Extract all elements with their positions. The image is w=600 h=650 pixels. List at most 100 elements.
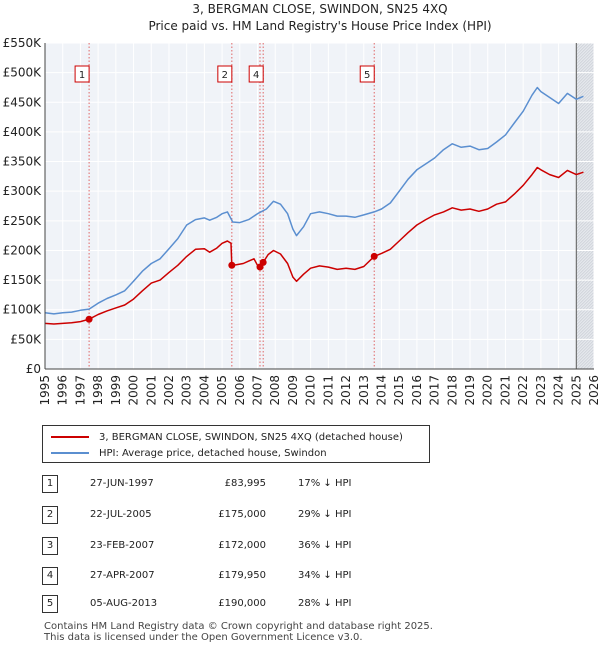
sale-marker-box [74, 65, 90, 83]
future-hatch [576, 223, 595, 242]
legend-swatch-hpi [51, 452, 89, 454]
table-row: 3 23-FEB-2007 £172,000 36% ↓ HPI [42, 537, 582, 555]
future-hatch [576, 352, 595, 369]
future-hatch [576, 328, 595, 347]
y-tick-label: £400K [3, 125, 43, 139]
future-hatch [576, 136, 595, 155]
future-hatch [576, 253, 595, 272]
future-hatch [576, 334, 595, 353]
future-hatch [576, 214, 595, 233]
future-hatch [576, 43, 589, 56]
transaction-date: 05-AUG-2013 [90, 598, 158, 609]
y-tick-label: £50K [10, 332, 42, 346]
x-tick-label: 1995 [38, 375, 52, 406]
future-hatch [576, 292, 595, 311]
future-hatch [576, 76, 595, 95]
future-hatch [576, 337, 595, 356]
x-tick-label: 2007 [251, 375, 265, 406]
future-hatch [576, 250, 595, 269]
future-hatch [576, 151, 595, 170]
chart-title: 3, BERGMAN CLOSE, SWINDON, SN25 4XQ [192, 2, 447, 16]
table-row: 1 27-JUN-1997 £83,995 17% ↓ HPI [42, 475, 582, 493]
future-hatch [576, 346, 595, 365]
sale-point [85, 315, 93, 323]
future-hatch [576, 340, 595, 359]
sale-marker-box [248, 65, 264, 83]
future-hatch [576, 157, 595, 176]
future-hatch [576, 127, 595, 146]
y-tick-label: £150K [3, 273, 43, 287]
future-hatch [576, 298, 595, 317]
legend-label-hpi: HPI: Average price, detached house, Swin… [99, 447, 327, 459]
future-hatch [576, 178, 595, 197]
x-tick-label: 1998 [91, 375, 105, 406]
x-tick-label: 2019 [463, 375, 477, 406]
future-hatch [576, 130, 595, 149]
future-hatch [576, 238, 595, 257]
future-hatch [576, 103, 595, 122]
future-hatch [576, 145, 595, 164]
future-hatch [576, 142, 595, 161]
future-hatch [576, 61, 595, 80]
future-hatch [576, 118, 595, 137]
price-chart: 3, BERGMAN CLOSE, SWINDON, SN25 4XQ Pric… [3, 2, 600, 406]
x-tick-label: 2002 [162, 375, 176, 406]
y-tick-label: £300K [3, 184, 43, 198]
future-hatch [576, 184, 595, 203]
sale-point [370, 252, 378, 260]
plot-area [45, 43, 594, 369]
future-hatch [576, 115, 595, 134]
future-hatch [576, 112, 595, 131]
transaction-price: £179,950 [218, 570, 266, 581]
x-tick-label: 2018 [445, 375, 459, 406]
x-tick-label: 2003 [180, 375, 194, 406]
future-hatch [576, 217, 595, 236]
future-hatch [576, 274, 595, 293]
future-hatch [576, 289, 595, 308]
future-hatch [576, 211, 595, 230]
x-tick-label: 2000 [127, 375, 141, 406]
x-tick-label: 1999 [109, 375, 123, 406]
x-tick-label: 2006 [233, 375, 247, 406]
future-hatch [576, 199, 595, 218]
future-hatch [576, 322, 595, 341]
future-hatch [576, 319, 595, 338]
future-hatch [576, 73, 595, 92]
future-hatch [576, 262, 595, 281]
legend-item-hpi: HPI: Average price, detached house, Swin… [51, 445, 327, 461]
future-hatch [576, 193, 595, 212]
x-tick-label: 2009 [286, 375, 300, 406]
x-tick-label: 2008 [268, 375, 282, 406]
future-hatch [576, 232, 595, 251]
sale-marker-label: 1 [79, 70, 85, 81]
future-hatch [576, 64, 595, 83]
future-hatch [576, 166, 595, 185]
future-hatch [576, 82, 595, 101]
future-hatch [576, 169, 595, 188]
future-hatch [576, 205, 595, 224]
x-tick-label: 2011 [321, 375, 335, 406]
future-hatch [585, 361, 595, 369]
future-hatch [576, 325, 595, 344]
x-tick-label: 2004 [197, 375, 211, 406]
y-tick-label: £450K [3, 95, 43, 109]
x-tick-label: 2020 [481, 375, 495, 406]
x-tick-label: 2021 [498, 375, 512, 406]
future-hatch [576, 196, 595, 215]
x-tick-label: 2025 [569, 375, 583, 406]
table-row: 2 22-JUL-2005 £175,000 29% ↓ HPI [42, 506, 582, 524]
future-hatch [576, 190, 595, 209]
future-hatch [576, 133, 595, 152]
future-hatch [576, 67, 595, 86]
transaction-price: £83,995 [224, 478, 266, 489]
future-hatch [576, 259, 595, 278]
future-hatch [576, 244, 595, 263]
transaction-hpi-diff: 17% ↓ HPI [298, 478, 352, 489]
future-hatch [576, 109, 595, 128]
future-hatch [576, 139, 595, 158]
transaction-date: 27-JUN-1997 [90, 478, 154, 489]
y-tick-label: £250K [3, 214, 43, 228]
future-hatch [576, 286, 595, 305]
future-hatch [576, 49, 595, 68]
sale-point [259, 258, 267, 266]
